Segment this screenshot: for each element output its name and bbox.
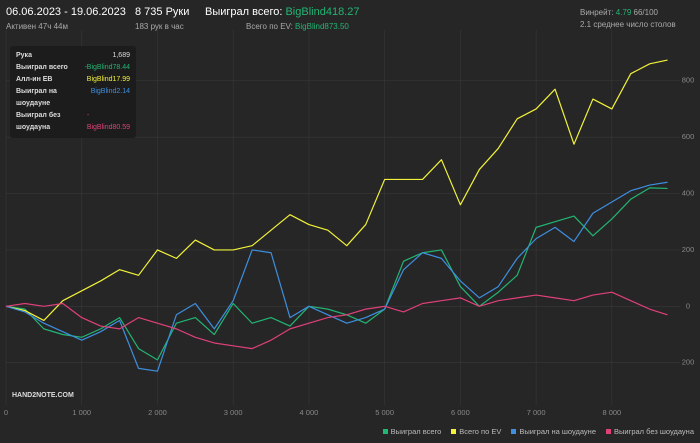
x-tick-label: 3 000 (224, 408, 243, 417)
date-range: 06.06.2023 - 19.06.2023 (6, 6, 126, 18)
tooltip-row: Алл-ин EB BigBlind17.99 (16, 74, 130, 86)
x-tick-label: 2 000 (148, 408, 167, 417)
tooltip-row: Выиграл на шоудауне BigBlind2.14 (16, 86, 130, 110)
ev: Всего по EV: BigBlind873.50 (246, 22, 349, 31)
series-line (5, 59, 668, 322)
legend-swatch (451, 429, 457, 434)
tooltip-value: 1,689 (112, 52, 130, 59)
won: Выиграл всего: BigBlind418.27 (205, 6, 359, 18)
legend-item: Выиграл на шоудауне (511, 427, 596, 436)
legend: Выиграл всего Всего по EV Выиграл на шоуда… (382, 427, 694, 436)
legend-swatch (606, 429, 611, 434)
y-tick-label: 200 (682, 358, 695, 367)
won-value: BigBlind418.27 (285, 6, 360, 18)
tooltip-label: Выиграл всего (16, 64, 68, 71)
series-line (5, 187, 668, 361)
tooltip-label: Выиграл без шоудауна (16, 112, 61, 131)
x-tick-label: 0 (4, 408, 8, 417)
active: Активен 47ч 44м (6, 22, 68, 31)
winrate-label: Винрейт: (580, 8, 614, 17)
legend-item: Выиграл всего (382, 427, 442, 436)
hands: 8 735 Руки (135, 6, 190, 18)
tooltip-value: BigBlind17.99 (86, 76, 130, 83)
legend-item: Всего по EV (451, 427, 501, 436)
tooltip: Рука 1,689 Выиграл всего -BigBlind78.44 Алл-… (10, 46, 136, 138)
tooltip-value: BigBlind2.14 (90, 88, 130, 95)
winrate-sample: 66/100 (633, 8, 658, 17)
x-tick-label: 4 000 (300, 408, 319, 417)
tooltip-value: -BigBlind80.59 (86, 112, 131, 131)
tooltip-label: Выиграл на шоудауне (16, 88, 57, 107)
tooltip-row: Рука 1,689 (16, 50, 130, 62)
legend-swatch (382, 429, 388, 434)
tables: 2.1 среднее число столов (580, 20, 676, 29)
series-line (5, 181, 668, 372)
tooltip-row: Выиграл всего -BigBlind78.44 (16, 62, 130, 74)
series-line (5, 291, 668, 350)
x-tick-label: 6 000 (451, 408, 470, 417)
ev-value: BigBlind873.50 (295, 22, 349, 31)
tooltip-label: Рука (16, 52, 32, 59)
y-tick-label: 400 (682, 189, 695, 198)
tooltip-value: -BigBlind78.44 (84, 64, 130, 71)
ev-label: Всего по EV: (246, 22, 293, 31)
legend-label: Всего по EV (459, 427, 502, 436)
x-tick-label: 1 000 (72, 408, 91, 417)
legend-swatch (511, 429, 517, 434)
x-tick-label: 5 000 (375, 408, 394, 417)
won-label: Выиграл всего: (205, 6, 283, 18)
y-tick-label: 800 (682, 76, 695, 85)
hands-per-hour: 183 рук в час (135, 22, 184, 31)
legend-item: Выиграл без шоудауна (606, 427, 694, 436)
tooltip-row: Выиграл без шоудауна -BigBlind80.59 (16, 110, 130, 134)
winrate-value: 4.79 (615, 8, 632, 17)
winrate: Винрейт: 4.79 66/100 (580, 8, 658, 17)
tooltip-label: Алл-ин EB (16, 76, 53, 83)
x-tick-label: 8 000 (602, 408, 621, 417)
legend-label: Выиграл всего (390, 427, 442, 436)
legend-label: Выиграл на шоудауне (519, 427, 596, 436)
y-tick-label: 0 (686, 301, 690, 310)
x-tick-label: 7 000 (527, 408, 546, 417)
y-tick-label: 200 (682, 245, 695, 254)
y-tick-label: 600 (682, 132, 695, 141)
legend-label: Выиграл без шоудауна (614, 427, 694, 436)
logo: HAND2NOTE.COM (12, 392, 74, 399)
